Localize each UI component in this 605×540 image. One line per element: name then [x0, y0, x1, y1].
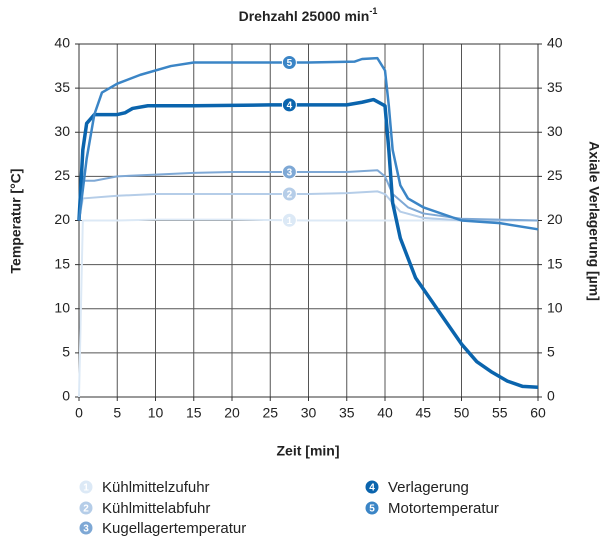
x-tick-label: 10	[148, 405, 164, 421]
y-tick-label: 15	[54, 255, 70, 271]
title-main: Drehzahl 25000 min	[239, 8, 370, 24]
series-badge-label: 4	[287, 101, 293, 112]
y2-tick-label: 0	[547, 388, 555, 404]
x-tick-label: 35	[339, 405, 355, 421]
legend-label: Verlagerung	[388, 479, 469, 496]
series-badge-label: 5	[287, 58, 293, 69]
x-tick-label: 50	[454, 405, 470, 421]
y-tick-label: 40	[54, 35, 70, 51]
series-badge-label: 4	[369, 483, 375, 494]
series-badge	[78, 500, 94, 516]
y2-tick-label: 15	[547, 255, 563, 271]
y-tick-label: 20	[54, 211, 70, 227]
title-superscript: -1	[369, 6, 377, 16]
series-badge-label: 1	[83, 483, 89, 494]
x-tick-label: 40	[377, 405, 393, 421]
x-tick-label: 5	[113, 405, 121, 421]
y-tick-label: 35	[54, 79, 70, 95]
y2-tick-label: 5	[547, 344, 555, 360]
y2-tick-label: 35	[547, 79, 563, 95]
series-badge	[364, 500, 380, 516]
x-tick-label: 20	[224, 405, 240, 421]
x-tick-label: 45	[415, 405, 431, 421]
legend-label: Motortemperatur	[388, 500, 499, 517]
series-badge-label: 3	[83, 524, 89, 535]
series-badge	[281, 97, 297, 113]
series-badge	[281, 186, 297, 202]
x-tick-label: 25	[262, 405, 278, 421]
series-badge	[364, 479, 380, 495]
y2-axis-label: Axiale Verlagerung [µm]	[586, 141, 602, 301]
y2-tick-label: 25	[547, 167, 563, 183]
series-badge	[78, 520, 94, 536]
y-tick-label: 25	[54, 167, 70, 183]
x-tick-label: 55	[492, 405, 508, 421]
y-tick-label: 0	[62, 388, 70, 404]
series-badge	[78, 479, 94, 495]
series-badge-label: 2	[287, 190, 293, 201]
series-line	[78, 169, 539, 222]
series-badge-label: 5	[369, 504, 375, 515]
y2-tick-label: 10	[547, 299, 563, 315]
series-line	[78, 218, 538, 398]
y-tick-label: 30	[54, 123, 70, 139]
series-badge-label: 3	[287, 168, 293, 179]
legend-label: Kühlmittelzufuhr	[102, 479, 210, 496]
x-tick-label: 60	[530, 405, 546, 421]
series-badge	[281, 55, 297, 71]
x-tick-label: 30	[301, 405, 317, 421]
chart-title: Drehzahl 25000 min-1	[239, 6, 378, 23]
x-tick-label: 0	[75, 405, 83, 421]
y2-tick-label: 40	[547, 35, 563, 51]
y-tick-label: 10	[54, 299, 70, 315]
x-tick-label: 15	[186, 405, 202, 421]
legend-label: Kühlmittelabfuhr	[102, 500, 210, 517]
y2-tick-label: 30	[547, 123, 563, 139]
y-axis-label: Temperatur [°C]	[8, 169, 24, 274]
series-badge-label: 1	[287, 216, 293, 227]
series-line	[77, 97, 539, 390]
legend-label: Kugellagertemperatur	[102, 520, 246, 537]
y2-tick-label: 20	[547, 211, 563, 227]
series-badge	[281, 212, 297, 228]
series-line	[77, 56, 539, 231]
x-axis-label: Zeit [min]	[277, 443, 340, 459]
series-badge-label: 2	[83, 504, 89, 515]
series-line	[78, 190, 538, 222]
y-tick-label: 5	[62, 344, 70, 360]
series-badge	[281, 164, 297, 180]
